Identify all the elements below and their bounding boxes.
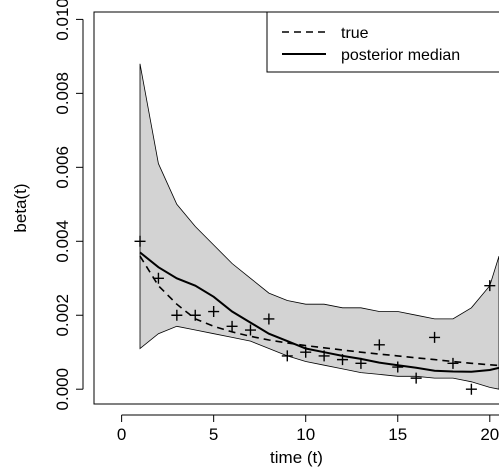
x-tick-label: 15	[388, 425, 407, 444]
data-point	[392, 361, 404, 373]
x-axis: 0 5 10 15 20	[117, 414, 499, 444]
data-point	[465, 383, 477, 395]
x-tick-label: 5	[209, 425, 218, 444]
legend: true posterior median	[266, 11, 499, 73]
data-point	[189, 309, 201, 321]
x-tick-label: 10	[296, 425, 315, 444]
data-point	[152, 272, 164, 284]
data-point	[318, 350, 330, 362]
y-tick-label: 0.008	[53, 72, 72, 115]
data-point	[373, 339, 385, 351]
plot-content	[134, 63, 499, 395]
x-axis-label: time (t)	[270, 448, 323, 467]
y-tick-label: 0.002	[53, 294, 72, 337]
y-tick-label: 0.000	[53, 368, 72, 411]
y-tick-label: 0.010	[53, 0, 72, 41]
data-point	[208, 306, 220, 318]
y-tick-label: 0.004	[53, 220, 72, 263]
x-tick-label: 20	[480, 425, 499, 444]
data-point	[337, 354, 349, 366]
y-tick-label: 0.006	[53, 146, 72, 189]
data-point	[226, 320, 238, 332]
data-point	[171, 309, 183, 321]
data-point	[410, 372, 422, 384]
data-point	[429, 331, 441, 343]
legend-label: true	[341, 25, 369, 42]
data-point	[484, 280, 496, 292]
legend-box	[266, 11, 499, 73]
data-point	[447, 357, 459, 369]
data-point	[300, 346, 312, 358]
plot-area	[134, 63, 499, 395]
y-axis: 0.000 0.002 0.004 0.006 0.008 0.010	[53, 0, 84, 411]
legend-label: posterior median	[341, 47, 460, 64]
data-point	[281, 350, 293, 362]
x-tick-label: 0	[117, 425, 126, 444]
credible-band	[139, 63, 499, 390]
series-line-true	[139, 255, 499, 367]
y-axis-label: beta(t)	[11, 183, 30, 232]
data-point	[263, 313, 275, 325]
data-point	[244, 324, 256, 336]
data-point	[134, 235, 146, 247]
data-point	[355, 357, 367, 369]
